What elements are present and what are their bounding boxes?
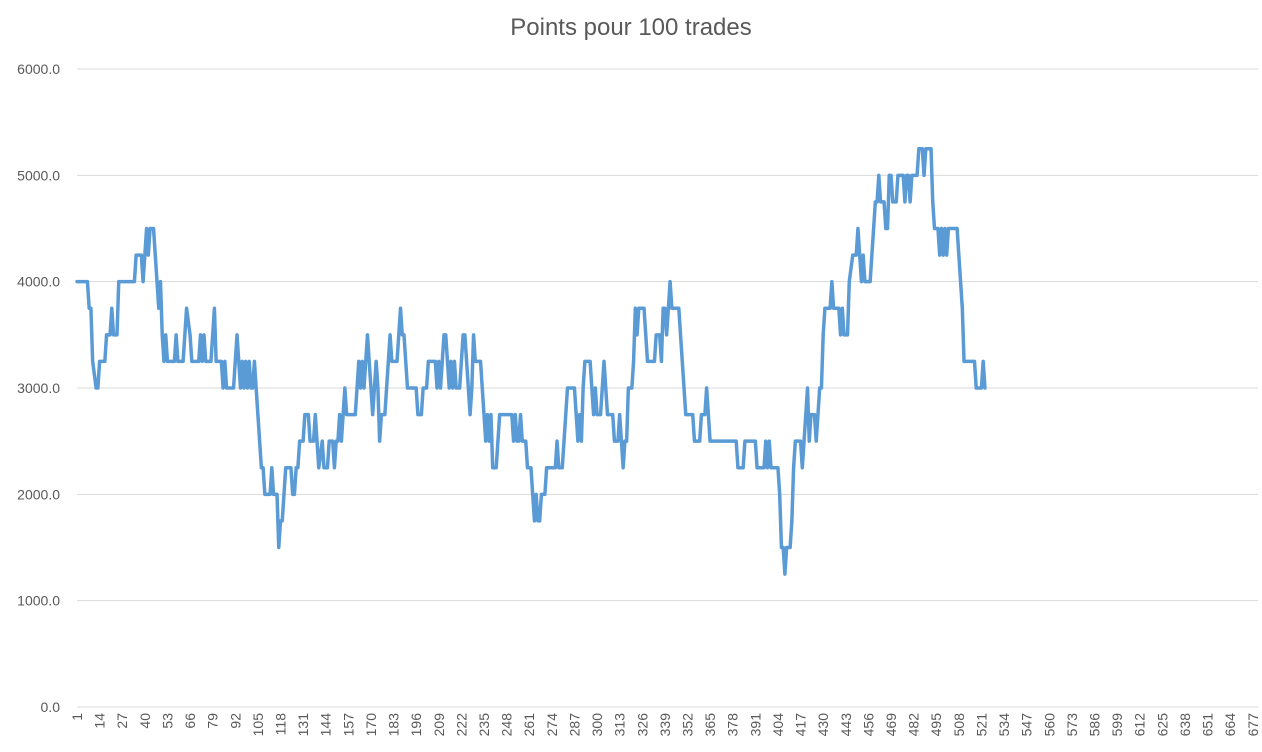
x-tick-label: 248	[499, 713, 515, 737]
series-line-0	[75, 147, 987, 576]
x-tick-label: 508	[951, 713, 967, 737]
y-tick-label: 6000.0	[17, 61, 60, 77]
x-tick-label: 300	[589, 713, 605, 737]
x-tick-label: 40	[137, 713, 153, 729]
x-tick-label: 131	[295, 713, 311, 737]
x-tick-label: 521	[973, 713, 989, 737]
y-axis-ticks: 0.0 1000.0 2000.0 3000.0 4000.0 5000.0 6000.0	[17, 61, 60, 715]
y-tick-label: 0.0	[41, 699, 61, 715]
x-tick-label: 79	[205, 713, 221, 729]
y-tick-label: 5000.0	[17, 167, 60, 183]
x-tick-label: 586	[1087, 713, 1103, 737]
x-tick-label: 274	[544, 713, 560, 737]
x-tick-label: 53	[159, 713, 175, 729]
x-tick-label: 482	[906, 713, 922, 737]
x-tick-label: 599	[1109, 713, 1125, 737]
x-tick-label: 612	[1132, 713, 1148, 737]
x-tick-label: 105	[250, 713, 266, 737]
x-tick-label: 404	[770, 713, 786, 737]
x-tick-label: 196	[408, 713, 424, 737]
x-axis-ticks: 1 14 27 40 53 66 79 92 105 118 131 144 157 170 183 196 2…	[69, 713, 1261, 737]
x-tick-label: 144	[318, 713, 334, 737]
x-tick-label: 170	[363, 713, 379, 737]
x-tick-label: 235	[476, 713, 492, 737]
x-tick-label: 1	[69, 713, 85, 721]
x-tick-label: 66	[182, 713, 198, 729]
x-tick-label: 339	[657, 713, 673, 737]
x-tick-label: 313	[612, 713, 628, 737]
x-tick-label: 677	[1245, 713, 1261, 737]
x-tick-label: 261	[521, 713, 537, 737]
x-tick-label: 443	[838, 713, 854, 737]
x-tick-label: 287	[566, 713, 582, 737]
x-tick-label: 157	[340, 713, 356, 737]
x-tick-label: 326	[634, 713, 650, 737]
x-tick-label: 534	[996, 713, 1012, 737]
x-tick-label: 378	[725, 713, 741, 737]
x-tick-label: 625	[1154, 713, 1170, 737]
x-tick-label: 638	[1177, 713, 1193, 737]
x-tick-label: 222	[453, 713, 469, 737]
x-tick-label: 664	[1222, 713, 1238, 737]
x-tick-label: 456	[860, 713, 876, 737]
y-tick-label: 3000.0	[17, 380, 60, 396]
x-tick-label: 469	[883, 713, 899, 737]
x-tick-label: 27	[114, 713, 130, 729]
x-tick-label: 651	[1200, 713, 1216, 737]
x-tick-label: 209	[431, 713, 447, 737]
x-tick-label: 118	[273, 713, 289, 736]
x-tick-label: 573	[1064, 713, 1080, 737]
x-tick-label: 92	[227, 713, 243, 729]
chart-title: Points pour 100 trades	[510, 14, 752, 41]
x-tick-label: 14	[92, 713, 108, 729]
x-tick-label: 183	[386, 713, 402, 737]
x-tick-label: 560	[1041, 713, 1057, 737]
x-tick-label: 391	[747, 713, 763, 737]
y-tick-label: 1000.0	[17, 593, 60, 609]
series-layer	[75, 147, 987, 576]
y-tick-label: 2000.0	[17, 486, 60, 502]
y-tick-label: 4000.0	[17, 274, 60, 290]
x-tick-label: 417	[793, 713, 809, 737]
x-tick-label: 495	[928, 713, 944, 737]
x-tick-label: 365	[702, 713, 718, 737]
x-tick-label: 430	[815, 713, 831, 737]
x-tick-label: 352	[680, 713, 696, 737]
x-tick-label: 547	[1019, 713, 1035, 737]
